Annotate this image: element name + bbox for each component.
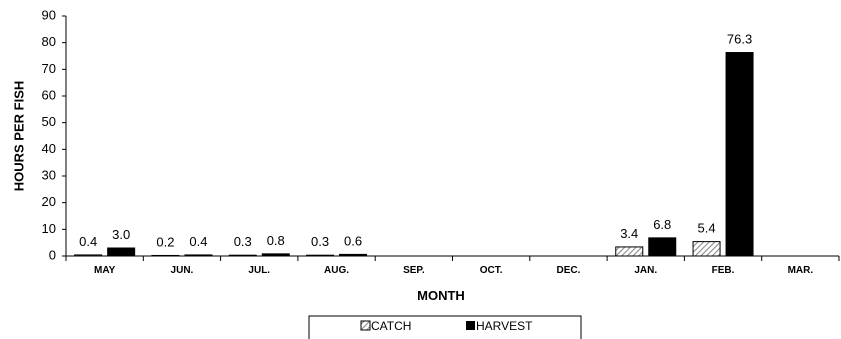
bar-catch xyxy=(74,254,103,257)
bar-catch xyxy=(692,241,721,257)
data-label: 0.4 xyxy=(189,234,207,249)
x-tick-label: OCT. xyxy=(480,265,503,276)
data-label: 5.4 xyxy=(698,221,716,236)
x-tick-label: JAN. xyxy=(634,265,657,276)
x-tick-label: JUL. xyxy=(248,265,270,276)
x-tick-label: AUG. xyxy=(324,265,349,276)
data-label: 0.8 xyxy=(267,233,285,248)
data-label: 6.8 xyxy=(653,217,671,232)
y-tick-label: 20 xyxy=(42,194,56,209)
plot-area: 0 10 20 30 40 50 60 70 80 90 MAY 0.4 3.0 JUN. 0.2 0.4 JU… xyxy=(42,7,840,276)
y-tick-label: 80 xyxy=(42,34,56,49)
data-label: 3.4 xyxy=(620,226,638,241)
x-tick-label: FEB. xyxy=(712,265,735,276)
data-label: 0.3 xyxy=(234,234,252,249)
y-tick-label: 0 xyxy=(49,247,56,262)
bar-catch xyxy=(615,246,644,257)
y-tick-label: 70 xyxy=(42,61,56,76)
x-tick-label: MAR. xyxy=(788,265,814,276)
y-tick-label: 10 xyxy=(42,221,56,236)
bar-catch xyxy=(151,254,180,257)
y-axis-title: HOURS PER FISH xyxy=(11,81,26,192)
y-tick-label: 90 xyxy=(42,7,56,22)
legend-label-harvest: HARVEST xyxy=(476,319,533,333)
bar-harvest xyxy=(184,254,213,257)
bar-harvest xyxy=(648,237,677,257)
x-tick-label: DEC. xyxy=(556,265,580,276)
x-tick-label: JUN. xyxy=(171,265,194,276)
bar-harvest xyxy=(261,253,290,257)
y-tick-label: 60 xyxy=(42,87,56,102)
data-label: 76.3 xyxy=(727,32,752,47)
bar-harvest xyxy=(339,253,368,257)
data-label: 0.3 xyxy=(311,234,329,249)
data-label: 3.0 xyxy=(112,227,130,242)
x-tick-label: MAY xyxy=(94,265,116,276)
y-tick-label: 50 xyxy=(42,114,56,129)
legend-swatch-harvest xyxy=(466,321,475,330)
bar-harvest xyxy=(107,247,136,257)
data-label: 0.4 xyxy=(79,234,97,249)
bar-catch xyxy=(306,254,335,257)
legend: CATCH HARVEST xyxy=(308,315,582,339)
legend-box xyxy=(308,315,582,339)
bar-catch xyxy=(228,254,257,257)
y-tick-label: 30 xyxy=(42,167,56,182)
data-label: 0.2 xyxy=(156,234,174,249)
x-axis-title: MONTH xyxy=(417,288,465,303)
x-tick-label: SEP. xyxy=(403,265,425,276)
y-tick-label: 40 xyxy=(42,141,56,156)
legend-swatch-catch xyxy=(360,320,371,331)
data-label: 0.6 xyxy=(344,233,362,248)
legend-label-catch: CATCH xyxy=(371,319,411,333)
bar-harvest xyxy=(725,52,754,257)
